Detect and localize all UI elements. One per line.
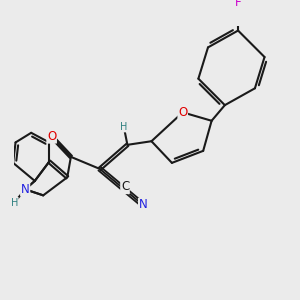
Text: N: N bbox=[21, 183, 29, 196]
Text: H: H bbox=[11, 198, 18, 208]
Text: N: N bbox=[139, 199, 147, 212]
Text: H: H bbox=[120, 122, 127, 132]
Text: O: O bbox=[47, 130, 56, 143]
Text: O: O bbox=[178, 106, 188, 119]
Text: F: F bbox=[235, 0, 242, 9]
Text: C: C bbox=[121, 180, 129, 194]
